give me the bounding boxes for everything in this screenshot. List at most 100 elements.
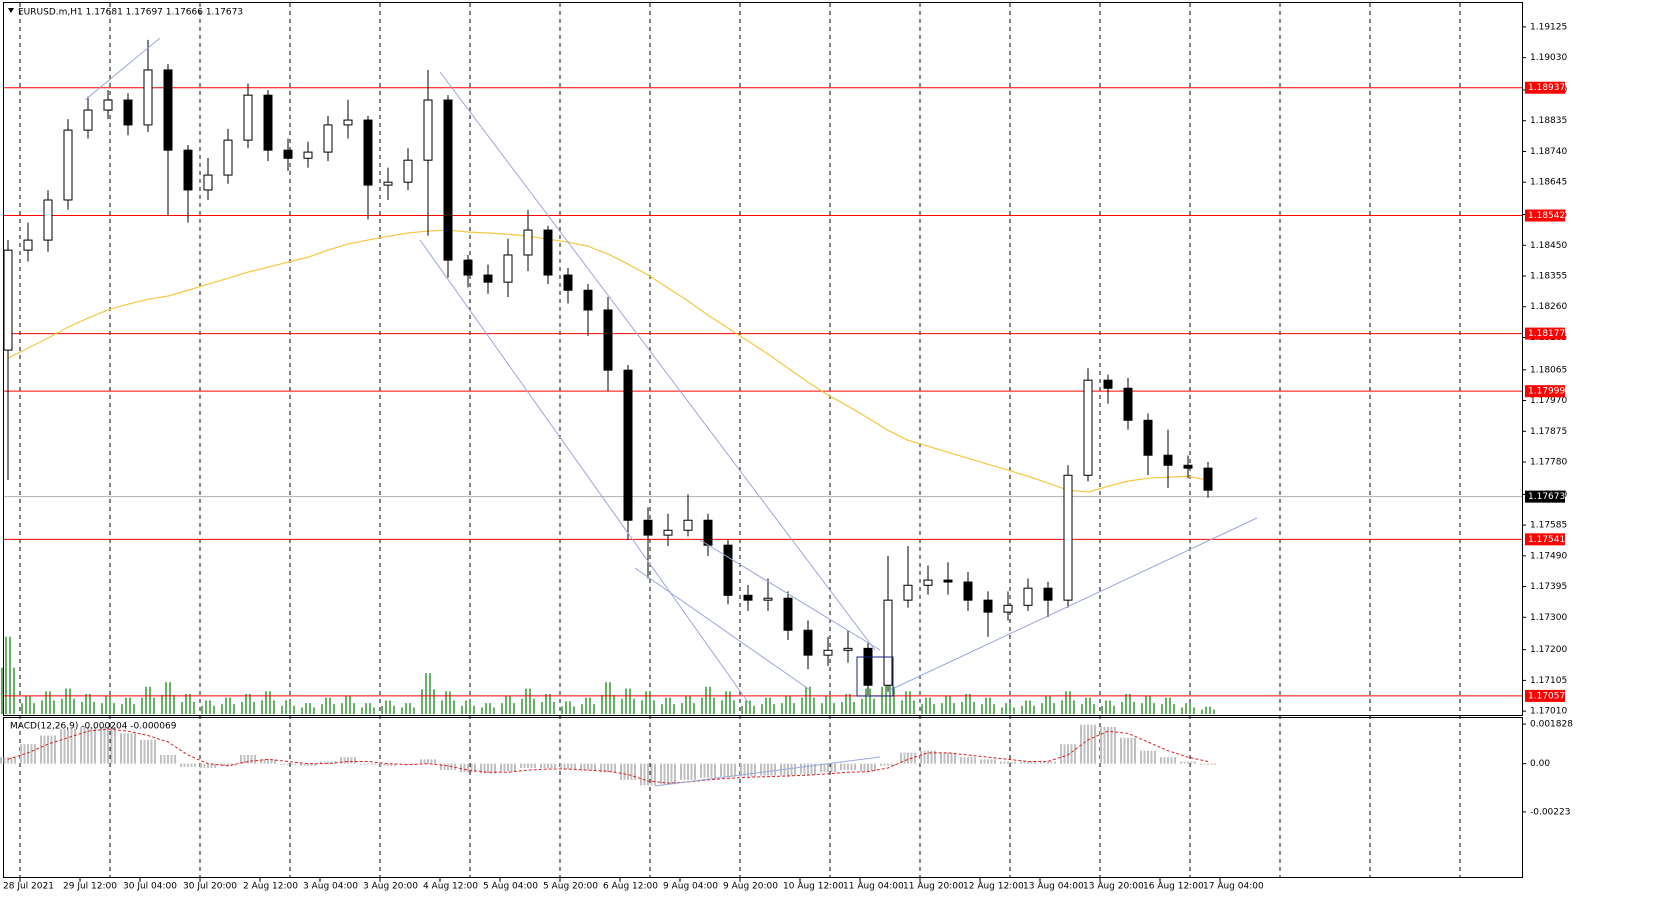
candle-body: [783, 597, 793, 631]
candle-body: [423, 99, 433, 161]
candle-body: [163, 69, 173, 151]
y-tick-label: -0.00223: [1530, 807, 1570, 817]
level-label: 1.17999: [1528, 387, 1565, 397]
y-tick-label: 1.17395: [1530, 582, 1567, 592]
channel-line: [634, 567, 811, 691]
support-line: [889, 517, 1258, 691]
x-tick-label: 9 Aug 04:00: [663, 882, 718, 892]
candle-body: [1043, 587, 1053, 601]
y-tick-label: 1.19125: [1530, 22, 1567, 32]
current-price-label: 1.17673: [1528, 492, 1565, 502]
candle-body: [383, 181, 393, 186]
x-tick-label: 9 Aug 20:00: [723, 882, 778, 892]
y-tick-label: 1.18065: [1530, 365, 1567, 375]
moving-average: [7, 229, 1209, 493]
y-tick-label: 1.18835: [1530, 116, 1567, 126]
x-tick-label: 28 Jul 2021: [3, 882, 54, 892]
x-tick-label: 30 Jul 20:00: [183, 882, 237, 892]
channel-line: [439, 71, 876, 651]
candle-body: [1023, 587, 1033, 606]
candle-body: [1003, 604, 1013, 613]
candle-body: [1083, 379, 1093, 476]
y-tick-label: 0.00: [1530, 759, 1550, 769]
candle-body: [803, 629, 813, 656]
candle-body: [223, 139, 233, 176]
y-tick-label: 0.001828: [1530, 720, 1573, 730]
y-tick-label: 1.17200: [1530, 645, 1567, 655]
macd-trend-line: [654, 756, 881, 787]
symbol-header: EURUSD.m,H1 1.17681 1.17697 1.17666 1.17…: [18, 8, 243, 18]
x-tick-label: 13 Aug 04:00: [1023, 882, 1084, 892]
candle-body: [843, 647, 853, 651]
candle-body: [943, 579, 953, 583]
level-label: 1.17057: [1528, 691, 1565, 701]
candle-body: [43, 199, 53, 241]
y-tick-label: 1.17780: [1530, 458, 1567, 468]
candle-body: [463, 259, 473, 276]
candle-body: [103, 99, 113, 111]
candle-body: [883, 599, 893, 686]
candle-body: [1103, 379, 1113, 389]
x-tick-label: 30 Jul 04:00: [123, 882, 177, 892]
candle-body: [23, 239, 33, 251]
candle-body: [143, 69, 153, 126]
candle-body: [523, 229, 533, 256]
candle-body: [443, 99, 453, 261]
x-tick-label: 4 Aug 12:00: [423, 882, 478, 892]
x-tick-label: 10 Aug 12:00: [783, 882, 844, 892]
level-label: 1.18542: [1528, 211, 1565, 221]
price-panel-frame: [3, 2, 1523, 716]
candle-body: [1123, 387, 1133, 421]
candle-body: [923, 579, 933, 586]
candle-body: [743, 594, 753, 601]
y-tick-label: 1.18450: [1530, 241, 1567, 251]
price-layer: [0, 39, 1522, 786]
candle-body: [123, 99, 133, 126]
level-label-box: [1525, 327, 1565, 340]
level-label: 1.17541: [1528, 535, 1565, 545]
candle-body: [283, 149, 293, 159]
candle-body: [623, 369, 633, 521]
candle-body: [3, 249, 13, 351]
candle-body: [63, 129, 73, 201]
y-tick-label: 1.18260: [1530, 302, 1567, 312]
candle-body: [403, 159, 413, 183]
candle-body: [863, 647, 873, 686]
macd-signal-line: [7, 728, 1209, 784]
macd-header: MACD(12,26,9) -0.000204 -0.000069: [10, 722, 177, 732]
candle-body: [1203, 467, 1213, 491]
menu-arrow[interactable]: [8, 8, 14, 13]
y-tick-label: 1.18645: [1530, 178, 1567, 188]
y-tick-label: 1.17875: [1530, 427, 1567, 437]
candle-body: [563, 274, 573, 291]
x-tick-label: 16 Aug 12:00: [1143, 882, 1204, 892]
candle-body: [983, 599, 993, 613]
candle-body: [203, 174, 213, 191]
y-tick-label: 1.18355: [1530, 272, 1567, 282]
y-tick-label: 1.17010: [1530, 707, 1567, 717]
level-label-box: [1525, 209, 1565, 222]
candle-body: [543, 229, 553, 276]
current-price-box: [1525, 490, 1565, 503]
channel-line: [699, 539, 881, 651]
candle-body: [183, 149, 193, 191]
level-label: 1.18937: [1528, 83, 1565, 93]
x-tick-label: 5 Aug 04:00: [483, 882, 538, 892]
candle-body: [603, 309, 613, 371]
candle-body: [1063, 474, 1073, 601]
candle-body: [363, 119, 373, 186]
candle-body: [1163, 454, 1173, 466]
trend-line: [84, 37, 161, 101]
level-label-box: [1525, 533, 1565, 546]
x-tick-label: 6 Aug 12:00: [603, 882, 658, 892]
candle-body: [243, 94, 253, 141]
candle-body: [903, 584, 913, 601]
x-tick-label: 5 Aug 20:00: [543, 882, 598, 892]
y-tick-label: 1.17490: [1530, 551, 1567, 561]
candle-body: [643, 519, 653, 536]
time-grid: [19, 3, 1461, 877]
candle-body: [343, 119, 353, 126]
candle-body: [663, 529, 673, 536]
